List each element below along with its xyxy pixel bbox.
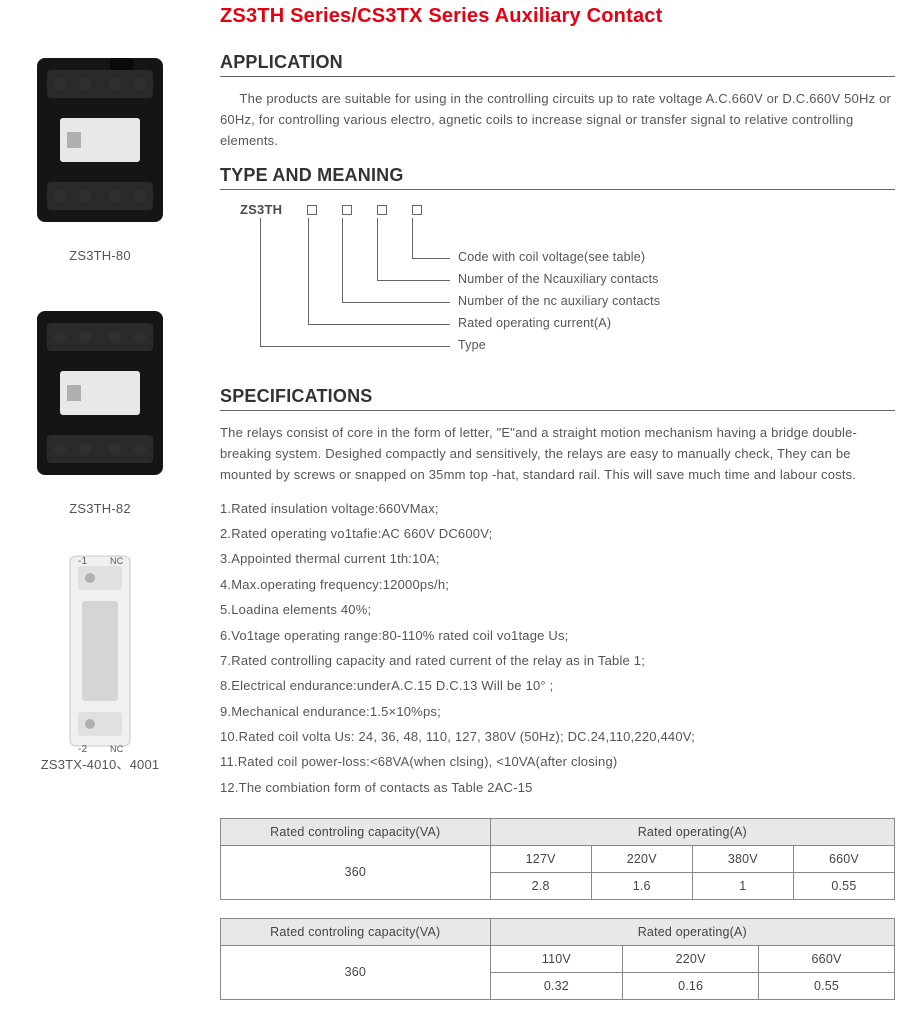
specifications-intro: The relays consist of core in the form o… [220, 423, 895, 485]
svg-text:-2: -2 [78, 744, 88, 755]
t2-c0: 0.32 [490, 972, 623, 999]
t2-v0: 110V [490, 945, 623, 972]
product-image-3: -1 NC -2 NC [40, 546, 160, 756]
type-diagram: ZS3TH Code with coil voltage(see table) … [220, 202, 895, 372]
type-box-2 [342, 205, 352, 215]
type-code: ZS3TH [240, 202, 282, 217]
spec-table-1: Rated controling capacity(VA) Rated oper… [220, 818, 895, 900]
product-1: ZS3TH-80 [0, 40, 200, 263]
t2-v2: 660V [759, 945, 895, 972]
type-meaning-heading: TYPE AND MEANING [220, 165, 895, 190]
specifications-heading: SPECIFICATIONS [220, 386, 895, 411]
spec-item: 8.Electrical endurance:underA.C.15 D.C.1… [220, 673, 895, 698]
spec-item: 3.Appointed thermal current 1th:10A; [220, 546, 895, 571]
main-title: ZS3TH Series/CS3TX Series Auxiliary Cont… [220, 0, 895, 38]
t2-head-right: Rated operating(A) [490, 918, 894, 945]
svg-text:-1: -1 [78, 556, 88, 567]
type-box-1 [307, 205, 317, 215]
product-2-label: ZS3TH-82 [0, 501, 200, 516]
svg-text:NC: NC [110, 744, 124, 754]
specifications-list: 1.Rated insulation voltage:660VMax; 2.Ra… [220, 496, 895, 800]
type-desc-2: Number of the Ncauxiliary contacts [458, 272, 659, 286]
application-heading: APPLICATION [220, 52, 895, 77]
t1-c0: 2.8 [490, 872, 591, 899]
t1-v2: 380V [692, 845, 793, 872]
product-1-label: ZS3TH-80 [0, 248, 200, 263]
product-2: ZS3TH-82 [0, 293, 200, 516]
spec-item: 12.The combiation form of contacts as Ta… [220, 775, 895, 800]
type-box-3 [377, 205, 387, 215]
t2-v1: 220V [623, 945, 759, 972]
product-3-label: ZS3TX-4010、4001 [0, 754, 200, 773]
product-image-2 [15, 293, 185, 493]
spec-item: 5.Loadina elements 40%; [220, 597, 895, 622]
type-box-4 [412, 205, 422, 215]
t1-head-right: Rated operating(A) [490, 818, 894, 845]
type-desc-4: Rated operating current(A) [458, 316, 611, 330]
t2-c1: 0.16 [623, 972, 759, 999]
type-desc-1: Code with coil voltage(see table) [458, 250, 645, 264]
spec-table-2: Rated controling capacity(VA) Rated oper… [220, 918, 895, 1000]
spec-item: 4.Max.operating frequency:12000ps/h; [220, 572, 895, 597]
product-3: -1 NC -2 NC ZS3TX-4010、4001 [0, 546, 200, 773]
type-desc-3: Number of the nc auxiliary contacts [458, 294, 660, 308]
content: ZS3TH Series/CS3TX Series Auxiliary Cont… [200, 0, 900, 1000]
spec-item: 9.Mechanical endurance:1.5×10%ps; [220, 699, 895, 724]
svg-text:NC: NC [110, 556, 124, 566]
spec-item: 2.Rated operating vo1tafie:AC 660V DC600… [220, 521, 895, 546]
product-sidebar: ZS3TH-80 ZS3TH-82 [0, 0, 200, 1000]
application-text: The products are suitable for using in t… [220, 89, 895, 151]
t2-c2: 0.55 [759, 972, 895, 999]
t2-head-left: Rated controling capacity(VA) [221, 918, 491, 945]
t1-c1: 1.6 [591, 872, 692, 899]
t1-v0: 127V [490, 845, 591, 872]
spec-item: 6.Vo1tage operating range:80-110% rated … [220, 623, 895, 648]
spec-item: 10.Rated coil volta Us: 24, 36, 48, 110,… [220, 724, 895, 749]
t1-capacity: 360 [221, 845, 491, 899]
type-desc-5: Type [458, 338, 486, 352]
spec-item: 7.Rated controlling capacity and rated c… [220, 648, 895, 673]
t1-v1: 220V [591, 845, 692, 872]
spec-item: 11.Rated coil power-loss:<68VA(when clsi… [220, 749, 895, 774]
product-image-1 [15, 40, 185, 240]
t1-c3: 0.55 [793, 872, 894, 899]
t1-head-left: Rated controling capacity(VA) [221, 818, 491, 845]
spec-item: 1.Rated insulation voltage:660VMax; [220, 496, 895, 521]
t2-capacity: 360 [221, 945, 491, 999]
t1-c2: 1 [692, 872, 793, 899]
t1-v3: 660V [793, 845, 894, 872]
